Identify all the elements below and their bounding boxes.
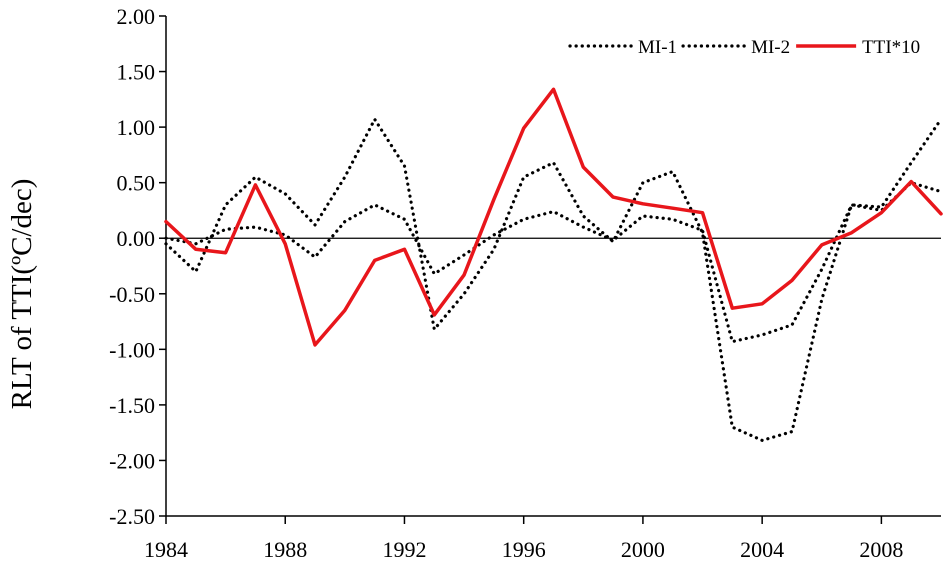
legend: MI-1 MI-2 TTI*10 (568, 37, 920, 58)
x-tick-label: 1992 (382, 537, 426, 562)
y-tick-label: -1.50 (109, 393, 155, 418)
legend-label: MI-2 (751, 37, 790, 58)
series-line (164, 87, 943, 347)
y-axis-title: RLT of TTI(ºC/dec) (6, 179, 38, 410)
series-line (164, 117, 943, 442)
series-layer (164, 87, 943, 442)
x-tick-label: 2000 (621, 537, 665, 562)
legend-entry: MI-1 (568, 37, 677, 58)
y-tick-label: -0.50 (109, 282, 155, 307)
x-tick-label: 1996 (502, 537, 546, 562)
series-mi-1 (164, 117, 943, 442)
series-line (164, 181, 943, 344)
y-tick-label: -2.00 (109, 448, 155, 473)
legend-entry: MI-2 (681, 37, 790, 58)
y-tick-label: 0.00 (117, 226, 156, 251)
legend-entry: TTI*10 (796, 37, 920, 58)
series-mi-2 (164, 181, 943, 344)
y-tick-label: 0.50 (117, 171, 156, 196)
y-tick-label: -2.50 (109, 504, 155, 529)
y-tick-label: 2.00 (117, 4, 156, 29)
x-tick-label: 1984 (144, 537, 188, 562)
x-tick-label: 2008 (859, 537, 903, 562)
series-tti-10 (164, 87, 943, 347)
x-tick-label: 2004 (740, 537, 784, 562)
x-axis-ticks: 1984 1988 1992 1996 2000 2004 2008 (144, 516, 903, 562)
x-tick-label: 1988 (263, 537, 307, 562)
y-tick-label: -1.00 (109, 337, 155, 362)
legend-label: MI-1 (638, 37, 677, 58)
y-tick-label: 1.00 (117, 115, 156, 140)
y-axis-ticks: 2.00 1.50 1.00 0.50 0.00 -0.50 -1.00 -1.50 -2.00… (109, 4, 166, 529)
y-tick-label: 1.50 (117, 60, 156, 85)
legend-label: TTI*10 (862, 37, 920, 58)
plot-frame (165, 16, 941, 517)
